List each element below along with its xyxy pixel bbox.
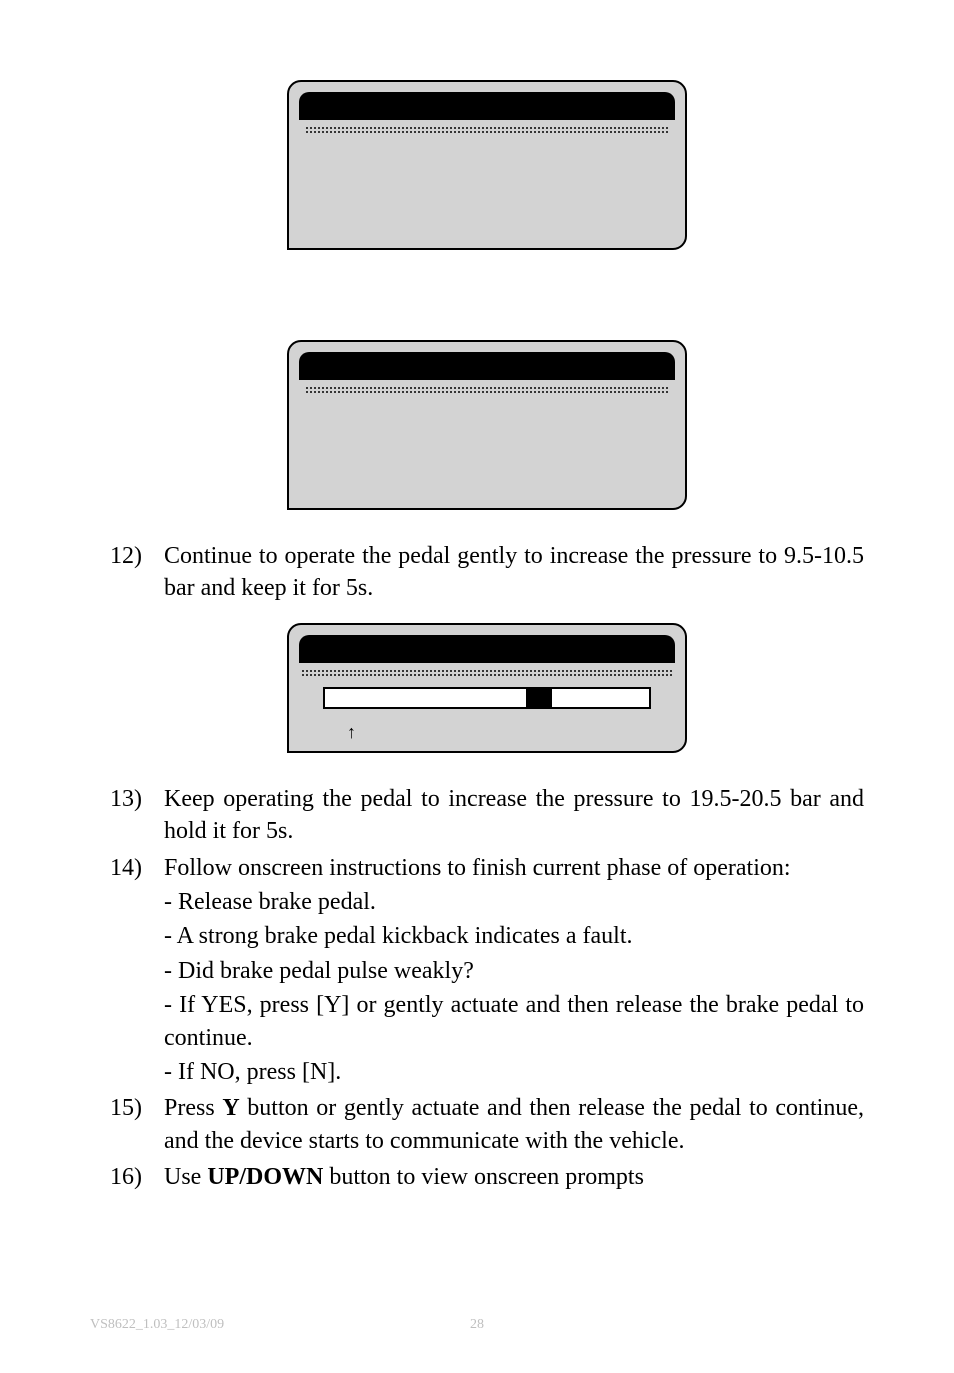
bold-text: Y [222,1095,239,1121]
step-sub-1: - A strong brake pedal kickback indicate… [164,920,864,952]
dotted-divider [305,386,669,394]
step-sub-4: - If NO, press [N]. [164,1056,864,1088]
step-number: 13) [110,783,164,848]
page-footer: VS8622_1.03_12/03/09 28 [90,1317,864,1333]
step-16: 16) Use UP/DOWN button to view onscreen … [110,1161,864,1193]
step-text: Follow onscreen instructions to finish c… [164,852,864,1089]
step-text: Keep operating the pedal to increase the… [164,783,864,848]
progress-bar [323,687,651,709]
step-sub-0: - Release brake pedal. [164,886,864,918]
step-14: 14) Follow onscreen instructions to fini… [110,852,864,1089]
device-screen-2 [287,340,687,510]
dotted-divider [301,669,673,677]
step-12: 12) Continue to operate the pedal gently… [110,540,864,605]
screen-header [299,635,675,663]
screen-header [299,352,675,380]
text-part: button or gently actuate and then releas… [164,1095,864,1153]
page-number: 28 [470,1317,484,1333]
arrow-up-icon: ↑ [347,723,356,741]
step-sub-2: - Did brake pedal pulse weakly? [164,955,864,987]
step-number: 14) [110,852,164,1089]
dotted-divider [305,126,669,134]
step-15: 15) Press Y button or gently actuate and… [110,1092,864,1157]
progress-fill [526,689,552,707]
step-number: 16) [110,1161,164,1193]
text-part: Press [164,1095,222,1121]
step-text: Continue to operate the pedal gently to … [164,540,864,605]
step-text: Press Y button or gently actuate and the… [164,1092,864,1157]
text-part: Use [164,1164,207,1190]
step-number: 15) [110,1092,164,1157]
doc-id: VS8622_1.03_12/03/09 [90,1317,224,1332]
screen-header [299,92,675,120]
step-text: Use UP/DOWN button to view onscreen prom… [164,1161,864,1193]
text-part: button to view onscreen prompts [323,1164,644,1190]
device-screen-1 [287,80,687,250]
bold-text: UP/DOWN [207,1164,323,1190]
step-main-text: Follow onscreen instructions to finish c… [164,852,864,884]
step-13: 13) Keep operating the pedal to increase… [110,783,864,848]
device-screen-3: ↑ [287,623,687,753]
step-sub-3: - If YES, press [Y] or gently actuate an… [164,989,864,1054]
step-number: 12) [110,540,164,605]
